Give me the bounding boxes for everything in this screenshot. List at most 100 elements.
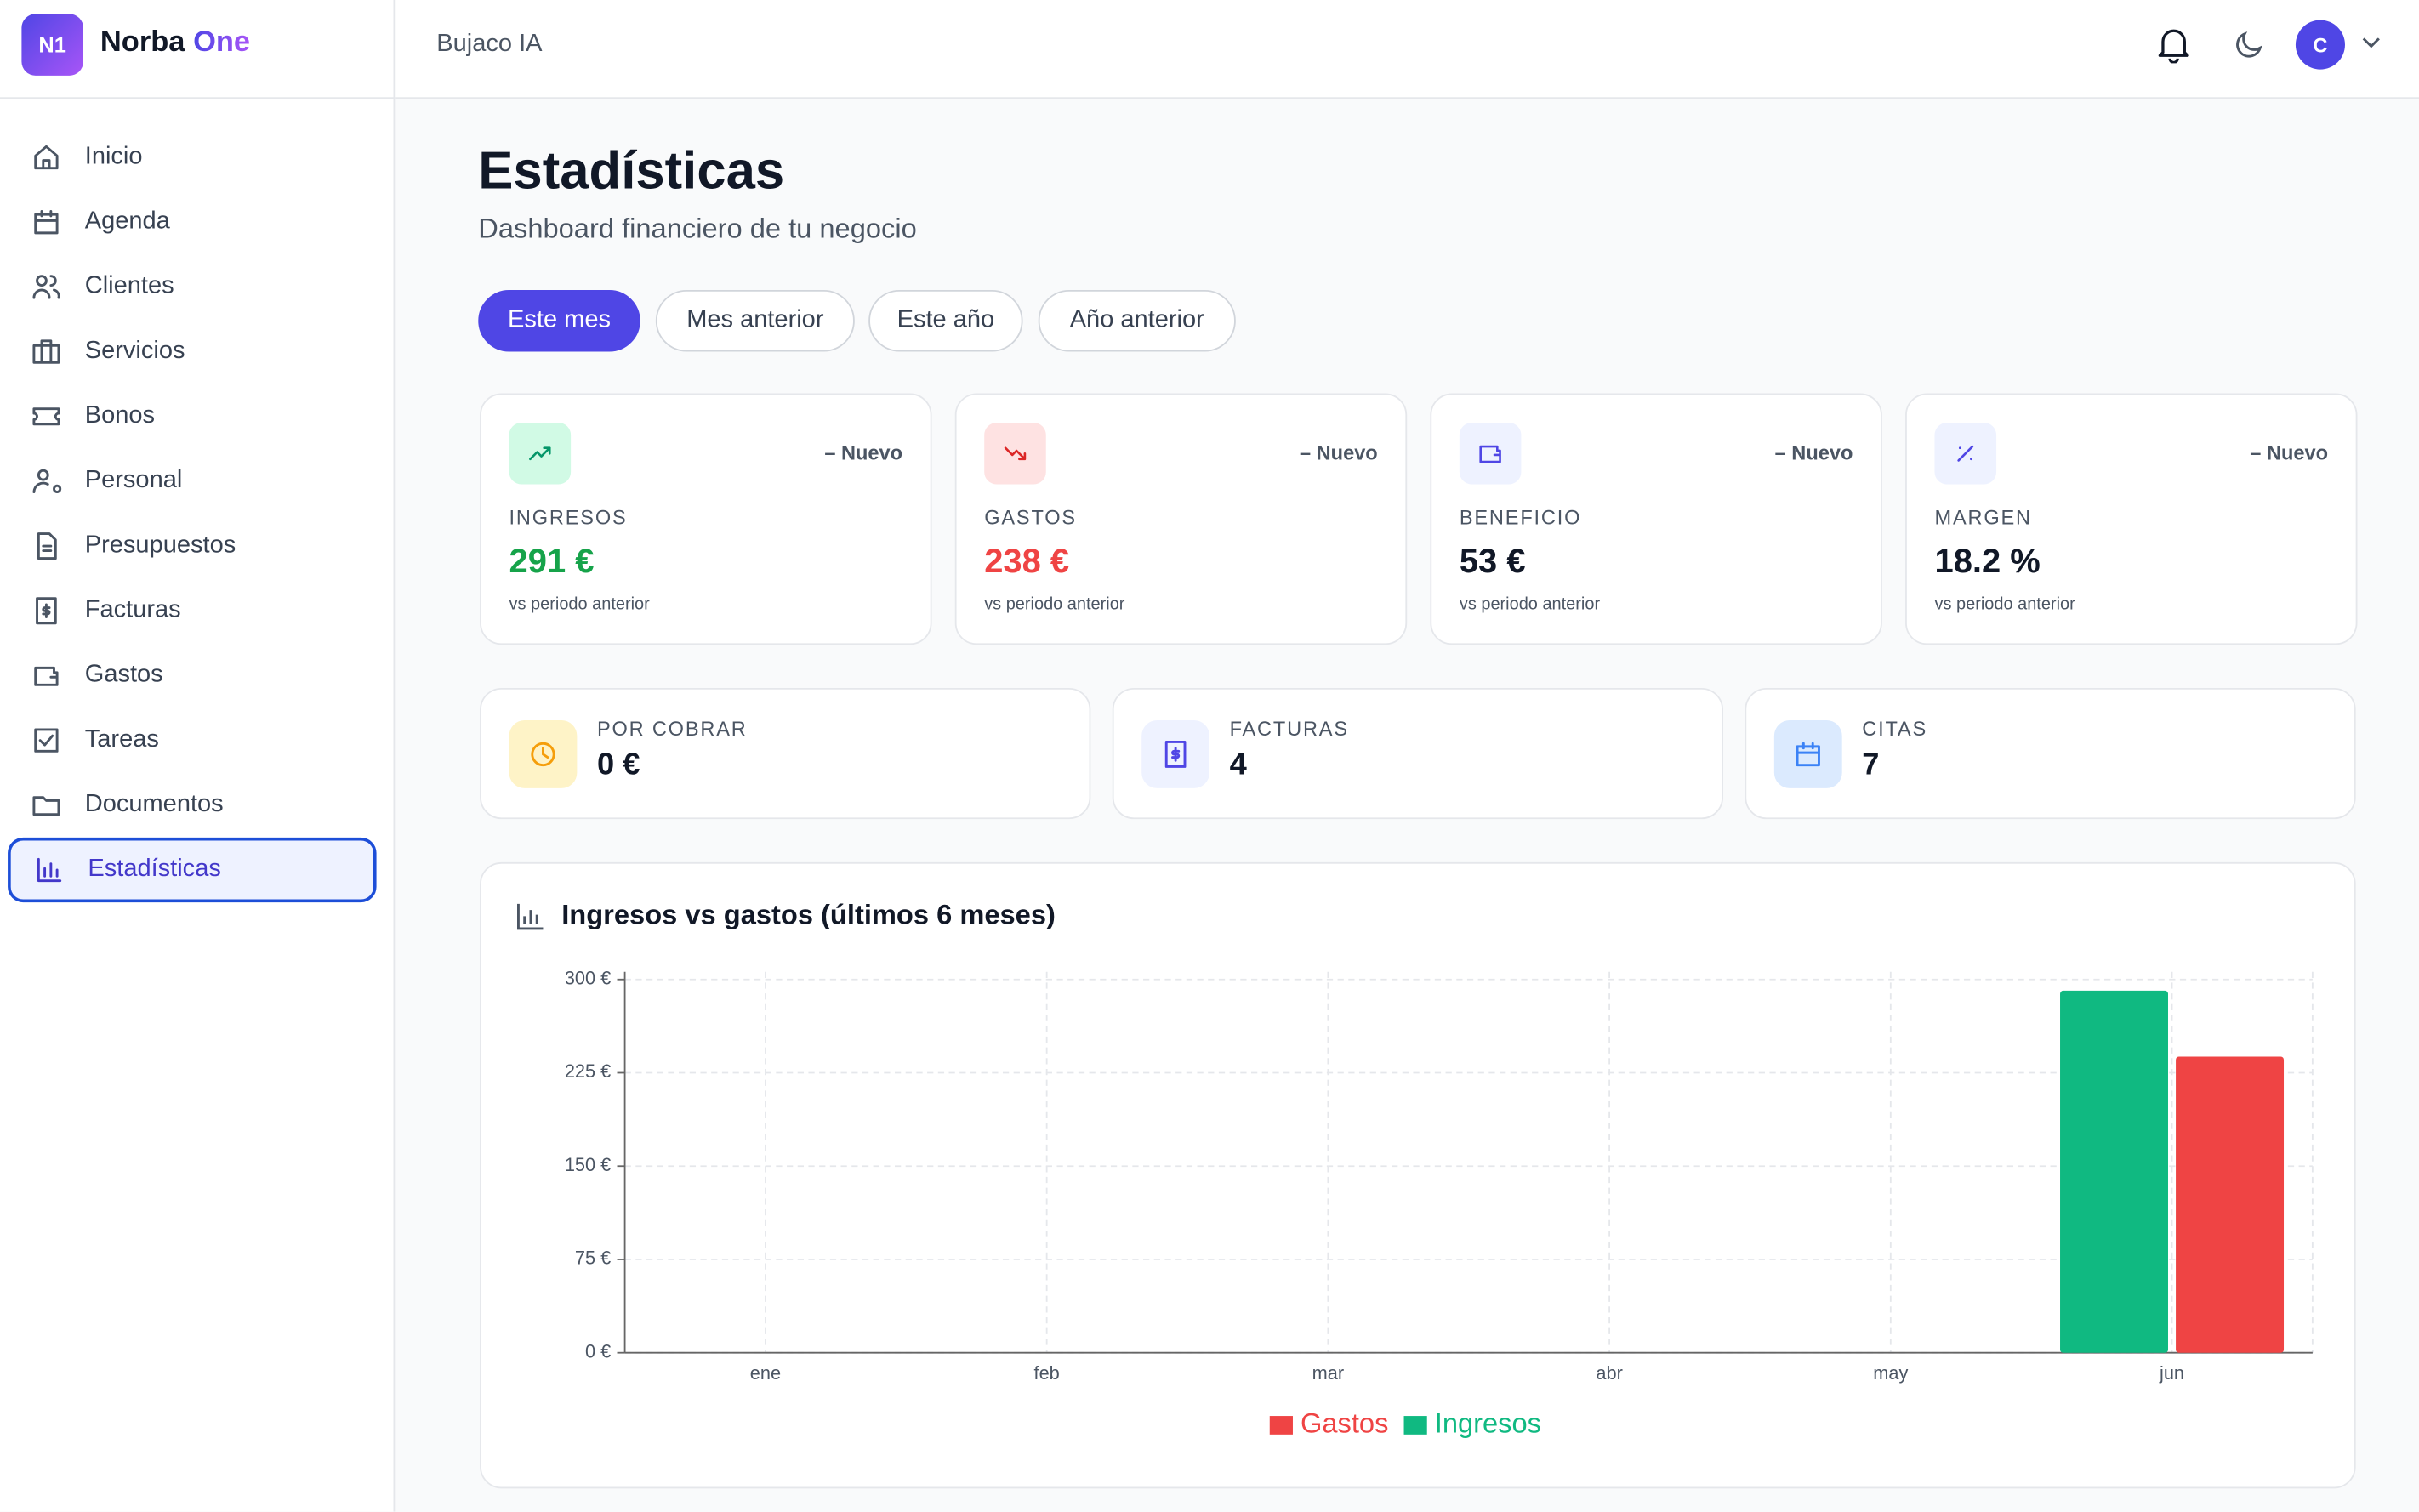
nav-label: Facturas (84, 596, 181, 623)
nav-item[interactable]: Inicio (8, 125, 376, 190)
kpi-note: vs periodo anterior (1459, 595, 1601, 614)
bell-icon[interactable] (2157, 26, 2191, 64)
nav-item[interactable]: Documentos (8, 773, 376, 838)
kpi-value: 53 € (1459, 541, 1526, 580)
y-tick-label: 150 € (565, 1154, 611, 1175)
bar (2176, 1056, 2285, 1353)
y-tick-label: 75 € (575, 1248, 611, 1269)
page-title: Estadísticas (478, 141, 785, 201)
chevron[interactable] (2360, 36, 2382, 51)
x-tick-label: ene (750, 1362, 781, 1384)
kpi-card: – Nuevo MARGEN 18.2 % vs periodo anterior (1905, 393, 2358, 645)
kpi-value: 238 € (984, 541, 1070, 580)
nav-icon (34, 728, 59, 753)
x-tick-label: may (1873, 1362, 1908, 1384)
brand-word: Norba (100, 26, 185, 59)
summary-icon (1796, 742, 1820, 767)
kpi-card: – Nuevo GASTOS 238 € vs periodo anterior (954, 393, 1408, 645)
kpi-icon-box (1934, 422, 1997, 485)
kpi-icon-box (1459, 422, 1522, 485)
brand-accent: One (193, 26, 251, 59)
kpi-label: MARGEN (1934, 505, 2032, 530)
chart-card (480, 861, 2356, 1489)
tab[interactable]: Este año (868, 289, 1023, 352)
page-subtitle: Dashboard financiero de tu negocio (478, 213, 917, 244)
tab[interactable]: Este mes (478, 289, 640, 352)
kpi-label: GASTOS (984, 505, 1077, 530)
x-tick-label: abr (1596, 1362, 1622, 1384)
nav-item[interactable]: Presupuestos (8, 514, 376, 578)
tab[interactable]: Año anterior (1038, 289, 1236, 352)
nav-item[interactable]: Gastos (8, 643, 376, 708)
summary-label: CITAS (1862, 717, 1928, 741)
nav-item[interactable]: Facturas (8, 578, 376, 643)
avatar[interactable]: C (2295, 20, 2345, 70)
nav-label: Documentos (84, 791, 224, 818)
summary-label: POR COBRAR (596, 717, 748, 741)
kpi-value: 18.2 % (1934, 541, 2040, 580)
kpi-icon (1004, 446, 1027, 461)
nav-label: Gastos (84, 662, 163, 688)
brand-bar (0, 0, 396, 99)
nav-item[interactable]: Estadísticas (8, 837, 377, 903)
summary-icon-box (509, 720, 578, 788)
summary-value: 4 (1229, 747, 1247, 782)
nav-item[interactable]: Agenda (8, 190, 376, 254)
x-tick-label: jun (2159, 1362, 2184, 1384)
kpi-badge: – Nuevo (1299, 441, 1378, 464)
y-tick-label: 0 € (585, 1340, 611, 1361)
y-tick-label: 300 € (565, 968, 611, 989)
theme-icon[interactable] (2234, 29, 2264, 60)
nav-icon (34, 145, 59, 170)
kpi-icon-box (984, 422, 1046, 485)
nav-item[interactable]: Tareas (8, 708, 376, 773)
x-tick-label: feb (1034, 1362, 1060, 1384)
kpi-note: vs periodo anterior (509, 595, 650, 614)
nav-icon (32, 796, 60, 816)
nav-item[interactable]: Servicios (8, 319, 376, 384)
summary-card: POR COBRAR 0 € (480, 687, 1091, 820)
workspace-name[interactable]: Bujaco IA (436, 31, 543, 58)
summary-icon (531, 742, 555, 767)
summary-label: FACTURAS (1229, 717, 1349, 741)
kpi-value: 291 € (509, 541, 595, 580)
legend-label: Ingresos (1435, 1407, 1541, 1439)
nav-item[interactable]: Bonos (8, 384, 376, 449)
kpi-badge: – Nuevo (824, 441, 903, 464)
chart-icon (516, 903, 544, 930)
chart-title: Ingresos vs gastos (últimos 6 meses) (561, 899, 1056, 930)
nav-label: Inicio (84, 143, 143, 170)
kpi-note: vs periodo anterior (984, 595, 1125, 614)
nav-icon (32, 275, 60, 299)
summary-card: FACTURAS 4 (1112, 687, 1724, 820)
logo[interactable]: N1 (21, 14, 83, 76)
kpi-badge: – Nuevo (1774, 441, 1853, 464)
bar (2060, 990, 2168, 1353)
kpi-label: INGRESOS (509, 505, 628, 530)
nav-label: Clientes (84, 273, 174, 299)
summary-icon-box (1773, 720, 1842, 788)
brand-name[interactable]: Norba One (100, 26, 250, 60)
nav-label: Personal (84, 467, 183, 494)
kpi-icon (1479, 445, 1501, 463)
summary-icon-box (1141, 720, 1210, 788)
kpi-badge: – Nuevo (2250, 441, 2329, 464)
tab[interactable]: Mes anterior (655, 289, 855, 352)
nav-icon (32, 469, 62, 494)
legend-swatch (1403, 1416, 1427, 1435)
kpi-note: vs periodo anterior (1934, 595, 2075, 614)
top-bar (395, 0, 2419, 99)
y-tick-label: 225 € (565, 1060, 611, 1082)
nav-label: Presupuestos (84, 531, 236, 559)
nav-item[interactable]: Personal (8, 449, 376, 514)
kpi-card: – Nuevo BENEFICIO 53 € vs periodo anterior (1430, 393, 1882, 645)
legend-label: Gastos (1301, 1407, 1388, 1439)
nav-label: Estadísticas (88, 855, 221, 883)
nav-icon (37, 532, 57, 560)
nav-label: Agenda (84, 207, 170, 235)
nav-icon (34, 210, 59, 235)
nav-item[interactable]: Clientes (8, 254, 376, 319)
kpi-icon (529, 446, 551, 461)
nav-label: Tareas (84, 726, 159, 753)
